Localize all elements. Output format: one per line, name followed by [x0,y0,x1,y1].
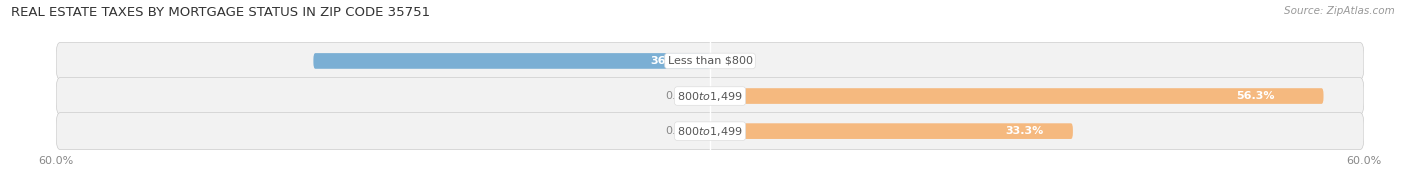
Text: 36.4%: 36.4% [651,56,689,66]
Text: 0.0%: 0.0% [665,91,693,101]
Text: 56.3%: 56.3% [1236,91,1274,101]
FancyBboxPatch shape [56,43,1364,79]
Text: REAL ESTATE TAXES BY MORTGAGE STATUS IN ZIP CODE 35751: REAL ESTATE TAXES BY MORTGAGE STATUS IN … [11,6,430,19]
FancyBboxPatch shape [314,53,710,69]
FancyBboxPatch shape [710,123,1073,139]
Text: 0.0%: 0.0% [665,126,693,136]
Text: $800 to $1,499: $800 to $1,499 [678,90,742,103]
FancyBboxPatch shape [56,113,1364,150]
FancyBboxPatch shape [56,78,1364,114]
Text: 0.0%: 0.0% [727,56,755,66]
Text: $800 to $1,499: $800 to $1,499 [678,125,742,138]
FancyBboxPatch shape [710,88,1323,104]
Text: Source: ZipAtlas.com: Source: ZipAtlas.com [1284,6,1395,16]
Text: 33.3%: 33.3% [1005,126,1043,136]
Text: Less than $800: Less than $800 [668,56,752,66]
